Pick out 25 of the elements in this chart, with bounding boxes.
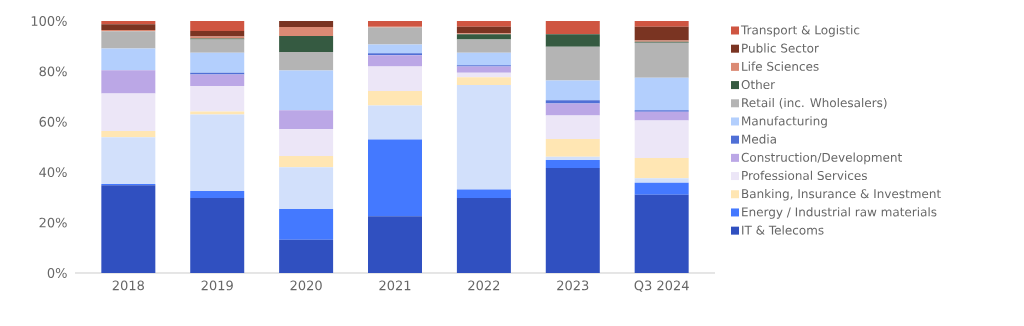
- x-tick-label: 2021: [379, 280, 411, 291]
- x-tick-label: Q3 2024: [634, 280, 689, 292]
- legend-label: Professional Services: [742, 170, 867, 181]
- legend-label: Media: [742, 134, 776, 144]
- x-tick-label: 2023: [557, 280, 589, 291]
- y-tick-label: 80%: [39, 66, 67, 77]
- legend-label: Other: [741, 79, 776, 90]
- y-tick-label: 60%: [39, 116, 67, 127]
- legend-label: Transport & Logistic: [740, 25, 860, 37]
- y-tick-label: 40%: [39, 167, 67, 178]
- legend-label: Life Sciences: [742, 61, 819, 71]
- legend-label: Construction/Development: [741, 152, 902, 165]
- y-tick-label: 0%: [47, 268, 67, 278]
- x-tick-label: 2020: [290, 280, 322, 291]
- y-tick-label: 100%: [31, 16, 67, 26]
- x-tick-label: 2019: [201, 280, 233, 291]
- legend-label: IT & Telecoms: [742, 225, 824, 235]
- x-tick-label: 2018: [112, 280, 144, 291]
- x-tick-label: 2022: [468, 280, 500, 291]
- legend-label: Banking, Insurance & Investment: [742, 188, 941, 201]
- y-tick-label: 20%: [39, 217, 67, 228]
- legend-label: Energy / Industrial raw materials: [742, 207, 937, 219]
- legend-label: Retail (inc. Wholesalers): [742, 97, 887, 109]
- legend-label: Public Sector: [742, 43, 819, 53]
- legend-label: Manufacturing: [742, 116, 827, 128]
